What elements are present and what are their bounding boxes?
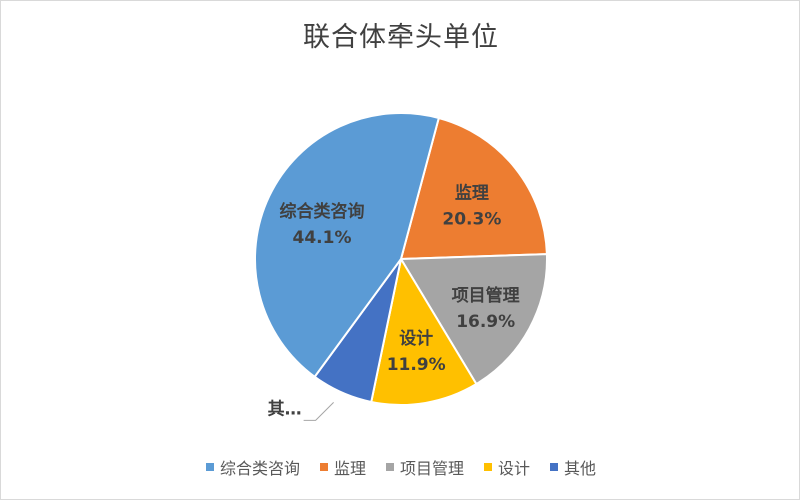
slice-name-label: 项目管理 [452,285,520,306]
legend-label: 设计 [498,459,531,478]
pie-slice-1 [254,112,441,379]
legend-item: 项目管理 [385,455,464,479]
legend-label: 监理 [333,459,366,478]
legend-item: 其他 [550,455,596,479]
legend-swatch [319,463,328,471]
legend-swatch [205,463,214,471]
pie-slice-4 [370,256,478,406]
pie-slice-3 [399,253,548,386]
legend-label: 综合类咨询 [219,459,300,478]
pie-slice-2 [399,116,548,261]
legend-item: 设计 [484,455,530,479]
pie-slices [254,112,548,406]
outside-slice-label: 其… [268,398,302,419]
legend-item: 综合类咨询 [205,455,300,479]
legend-item: 监理 [319,455,366,479]
chart-legend: 综合类咨询 监理 项目管理 设计 其他 [1,455,800,479]
slice-name-label: 监理 [455,183,489,204]
slice-labels: 综合类咨询 44.1% 监理 20.3% 项目管理 16.9% 设计 11.9% [280,183,520,376]
legend-label: 项目管理 [399,459,464,478]
slice-value-label: 20.3% [442,210,501,230]
slice-value-label: 44.1% [293,228,352,248]
legend-swatch [550,463,559,471]
leader-line [303,402,334,421]
slice-name-label: 设计 [399,328,433,349]
slice-value-label: 11.9% [387,355,446,375]
legend-swatch [385,463,394,471]
slice-value-label: 16.9% [456,312,515,332]
chart-title: 联合体牵头单位 [303,22,499,53]
slice-name-label: 综合类咨询 [280,201,365,222]
legend-swatch [484,463,492,471]
legend-label: 其他 [564,459,597,478]
